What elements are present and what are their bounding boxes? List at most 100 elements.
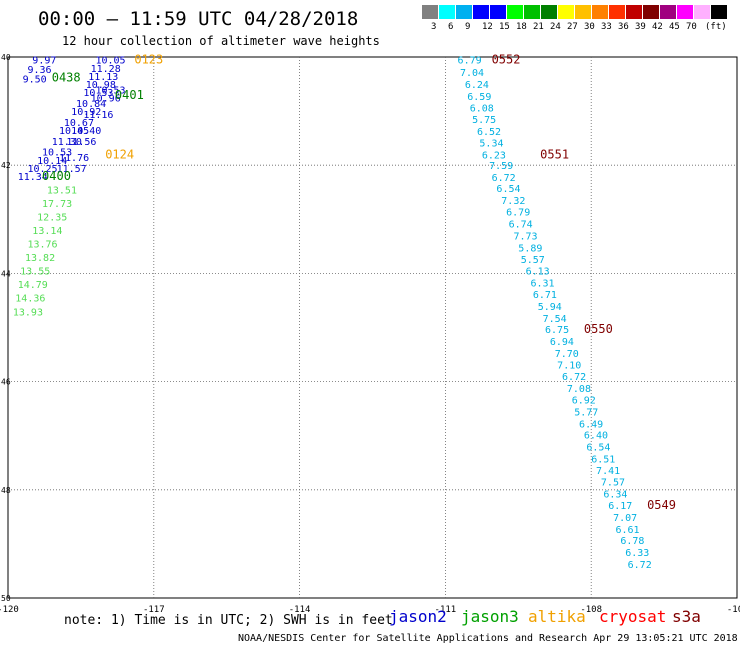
wave-height-label: 13.82 <box>25 253 55 264</box>
wave-height-label: 13.14 <box>32 226 62 237</box>
wave-height-label: 10.45 <box>59 126 89 137</box>
wave-height-label: 6.40 <box>584 431 608 442</box>
wave-height-label: 6.75 <box>545 325 569 336</box>
wave-height-label: 10.84 <box>76 99 106 110</box>
pass-time-label: 0400 <box>42 169 71 183</box>
wave-height-label: 6.79 <box>458 56 482 67</box>
color-scale-swatch <box>609 5 625 19</box>
wave-height-label: 5.75 <box>472 115 496 126</box>
color-scale-label: 15 <box>499 22 510 32</box>
color-scale-swatch <box>456 5 472 19</box>
wave-height-label: 6.59 <box>467 92 491 103</box>
color-scale-swatch <box>422 5 438 19</box>
wave-height-label: 6.49 <box>579 419 603 430</box>
pass-time-label: 0549 <box>647 498 676 512</box>
wave-height-label: 6.24 <box>465 80 489 91</box>
wave-height-label: 11.76 <box>59 153 89 164</box>
pass-time-label: 0401 <box>115 88 144 102</box>
wave-height-label: 6.71 <box>533 290 557 301</box>
x-tick-label: -117 <box>143 605 165 615</box>
y-tick-label: 42 <box>1 161 11 170</box>
wave-height-label: 11.30 <box>52 137 82 148</box>
pass-time-label: 0552 <box>492 53 521 67</box>
wave-height-label: 6.31 <box>530 279 554 290</box>
wave-height-label: 6.23 <box>482 150 506 161</box>
note-text: note: 1) Time is in UTC; 2) SWH is in fe… <box>64 613 393 628</box>
wave-height-label: 10.14 <box>37 156 67 167</box>
y-tick-label: 48 <box>1 486 11 495</box>
wave-height-label: 10.53 <box>95 85 125 96</box>
wave-height-label: 5.89 <box>518 243 542 254</box>
wave-height-label: 10.53 <box>83 88 113 99</box>
color-scale-swatch <box>694 5 710 19</box>
legend-item-s3a: s3a <box>672 607 701 626</box>
color-scale-swatch <box>711 5 727 19</box>
color-scale-swatch <box>541 5 557 19</box>
wave-height-label: 7.41 <box>596 466 620 477</box>
wave-height-label: 11.57 <box>57 164 87 175</box>
color-scale-label: 24 <box>550 22 561 32</box>
footer-credit: NOAA/NESDIS Center for Satellite Applica… <box>238 633 738 644</box>
color-scale-swatch <box>524 5 540 19</box>
color-scale-label: 21 <box>533 22 544 32</box>
color-scale-label: 30 <box>584 22 595 32</box>
wave-height-label: 7.54 <box>543 314 567 325</box>
color-scale-swatch <box>626 5 642 19</box>
x-tick-label: -120 <box>0 605 19 615</box>
wave-height-label: 6.34 <box>603 490 627 501</box>
y-tick-label: 46 <box>1 378 11 387</box>
map-frame <box>7 56 738 599</box>
pass-time-label: 0123 <box>134 53 163 67</box>
wave-height-label: 13.93 <box>13 307 43 318</box>
color-scale-swatch <box>660 5 676 19</box>
color-scale-swatch <box>490 5 506 19</box>
wave-height-label: 7.32 <box>501 196 525 207</box>
color-scale-swatch <box>592 5 608 19</box>
wave-height-label: 13.51 <box>47 186 77 197</box>
pass-time-label: 0550 <box>584 322 613 336</box>
color-scale-label: (ft) <box>705 22 727 32</box>
wave-height-label: 13.55 <box>20 267 50 278</box>
wave-height-label: 10.25 <box>27 164 57 175</box>
color-scale-swatch <box>643 5 659 19</box>
x-tick-label: -114 <box>289 605 311 615</box>
wave-height-label: 5.77 <box>574 407 598 418</box>
legend-item-cryosat: cryosat <box>599 607 667 626</box>
color-scale-label: 36 <box>618 22 629 32</box>
y-tick-label: 50 <box>1 594 11 603</box>
wave-height-label: 12.35 <box>37 213 67 224</box>
wave-height-label: 14.36 <box>15 294 45 305</box>
color-scale-label: 45 <box>669 22 680 32</box>
y-tick-label: 44 <box>1 269 11 278</box>
wave-height-label: 7.08 <box>567 384 591 395</box>
wave-height-label: 11.34 <box>18 172 48 183</box>
pass-time-label: 0551 <box>540 147 569 161</box>
wave-height-label: 6.54 <box>496 184 520 195</box>
wave-height-label: 6.52 <box>477 127 501 138</box>
wave-height-label: 5.34 <box>479 138 503 149</box>
color-scale-swatch <box>677 5 693 19</box>
color-scale-label: 39 <box>635 22 646 32</box>
wave-height-label: 6.78 <box>620 536 644 547</box>
wave-height-label: 6.72 <box>492 173 516 184</box>
wave-height-label: 10.53 <box>42 148 72 159</box>
wave-height-label: 11.13 <box>88 72 118 83</box>
color-scale-swatch <box>558 5 574 19</box>
color-scale-swatch <box>439 5 455 19</box>
wave-height-label: 17.73 <box>42 199 72 210</box>
pass-time-label: 0124 <box>105 147 134 161</box>
wave-height-label: 6.08 <box>470 103 494 114</box>
y-tick-label: 40 <box>1 53 11 62</box>
wave-height-label: 6.94 <box>550 337 574 348</box>
pass-time-label: 0438 <box>52 71 81 85</box>
wave-height-label: 6.51 <box>591 454 615 465</box>
wave-height-label: 6.74 <box>509 220 533 231</box>
wave-height-label: 6.17 <box>608 501 632 512</box>
wave-height-label: 9.97 <box>32 56 56 67</box>
wave-height-label: 6.92 <box>572 395 596 406</box>
legend-item-jason2: jason2 <box>389 607 447 626</box>
wave-height-label: 5.94 <box>538 302 562 313</box>
wave-height-label: 9.36 <box>27 65 51 76</box>
legend-item-jason3: jason3 <box>461 607 519 626</box>
wave-height-label: 11.16 <box>83 110 113 121</box>
